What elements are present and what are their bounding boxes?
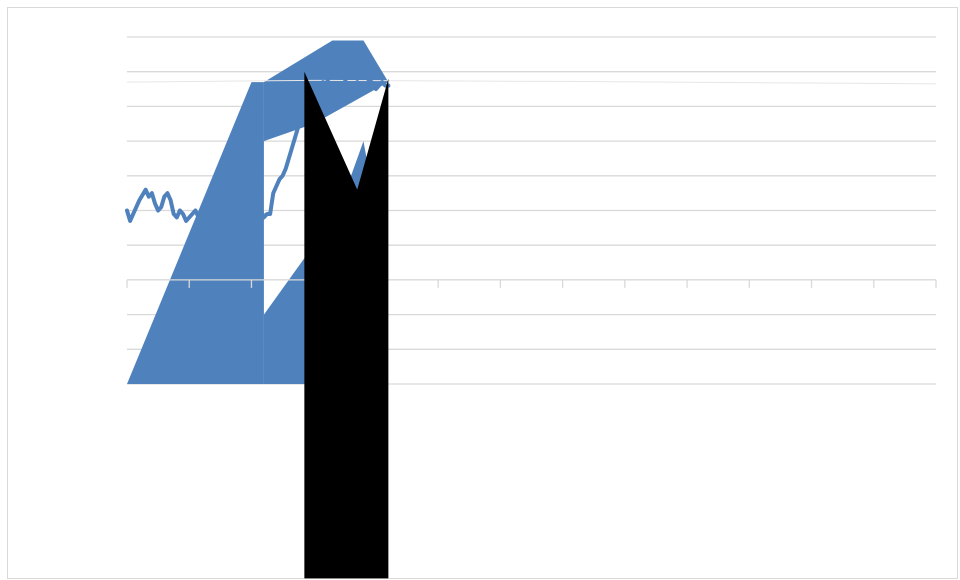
- series-line: [125, 55, 391, 223]
- area-series-line: [126, 79, 937, 85]
- overlay-shape: [304, 71, 389, 579]
- overlay-shape: [304, 71, 389, 579]
- area-fill-1: [263, 40, 389, 142]
- area-series: [126, 79, 937, 85]
- line-series: [125, 55, 391, 223]
- area-fill-0: [127, 82, 264, 385]
